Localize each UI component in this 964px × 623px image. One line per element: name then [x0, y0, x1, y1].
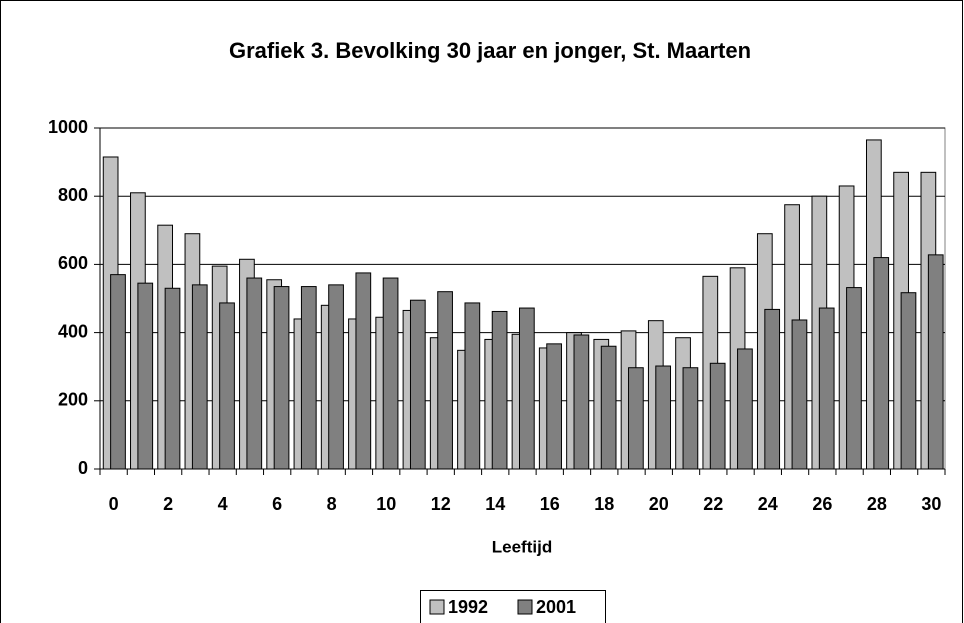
bar	[573, 334, 590, 470]
bar	[328, 284, 344, 470]
x-tick-label: 22	[703, 494, 723, 514]
x-tick-label: 20	[649, 494, 669, 514]
bar	[300, 286, 317, 470]
bar	[600, 345, 617, 470]
x-tick-label: 0	[109, 494, 119, 514]
bar	[873, 257, 890, 470]
y-tick-label: 1000	[48, 117, 88, 137]
bar	[355, 272, 372, 470]
bar	[219, 302, 235, 470]
chart-title: Grafiek 3. Bevolking 30 jaar en jonger, …	[229, 38, 751, 63]
bar	[682, 367, 699, 470]
legend-label: 2001	[536, 597, 576, 617]
x-tick-label: 26	[812, 494, 832, 514]
legend-label: 1992	[448, 597, 488, 617]
x-tick-label: 24	[758, 494, 778, 514]
y-tick-label: 400	[58, 321, 88, 341]
bar	[900, 292, 917, 470]
bar	[846, 287, 862, 470]
x-tick-label: 6	[272, 494, 282, 514]
legend: 1992 2001	[420, 590, 606, 623]
bar	[546, 343, 562, 470]
x-tick-label: 14	[485, 494, 505, 514]
bar	[791, 319, 808, 470]
y-tick-label: 0	[78, 458, 88, 478]
bar	[464, 302, 481, 470]
legend-box	[420, 590, 606, 623]
y-tick-label: 800	[58, 185, 88, 205]
legend-swatch	[517, 599, 533, 615]
bar	[437, 291, 453, 470]
bar	[818, 307, 835, 470]
bar	[519, 307, 535, 470]
bar	[137, 282, 154, 470]
bar	[709, 362, 726, 470]
y-tick-label: 200	[58, 390, 88, 410]
x-tick-label: 12	[431, 494, 451, 514]
bar	[382, 277, 399, 470]
bar	[628, 367, 644, 470]
bar	[927, 254, 944, 470]
x-tick-label: 18	[594, 494, 614, 514]
bar	[273, 286, 290, 470]
x-tick-label: 10	[376, 494, 396, 514]
bar	[246, 277, 263, 470]
bar	[655, 365, 672, 470]
bar	[191, 284, 208, 470]
bar	[110, 274, 126, 470]
x-tick-label: 2	[163, 494, 173, 514]
x-tick-label: 30	[921, 494, 941, 514]
bar	[764, 308, 781, 470]
bar	[409, 299, 426, 470]
x-tick-label: 28	[867, 494, 887, 514]
bar	[164, 287, 181, 470]
y-tick-label: 600	[58, 253, 88, 273]
x-tick-label: 16	[540, 494, 560, 514]
bar	[491, 310, 508, 470]
legend-swatch	[429, 599, 445, 615]
bar	[737, 348, 753, 470]
x-tick-label: 4	[218, 494, 228, 514]
x-axis-label: Leeftijd	[492, 537, 552, 556]
x-tick-label: 8	[327, 494, 337, 514]
